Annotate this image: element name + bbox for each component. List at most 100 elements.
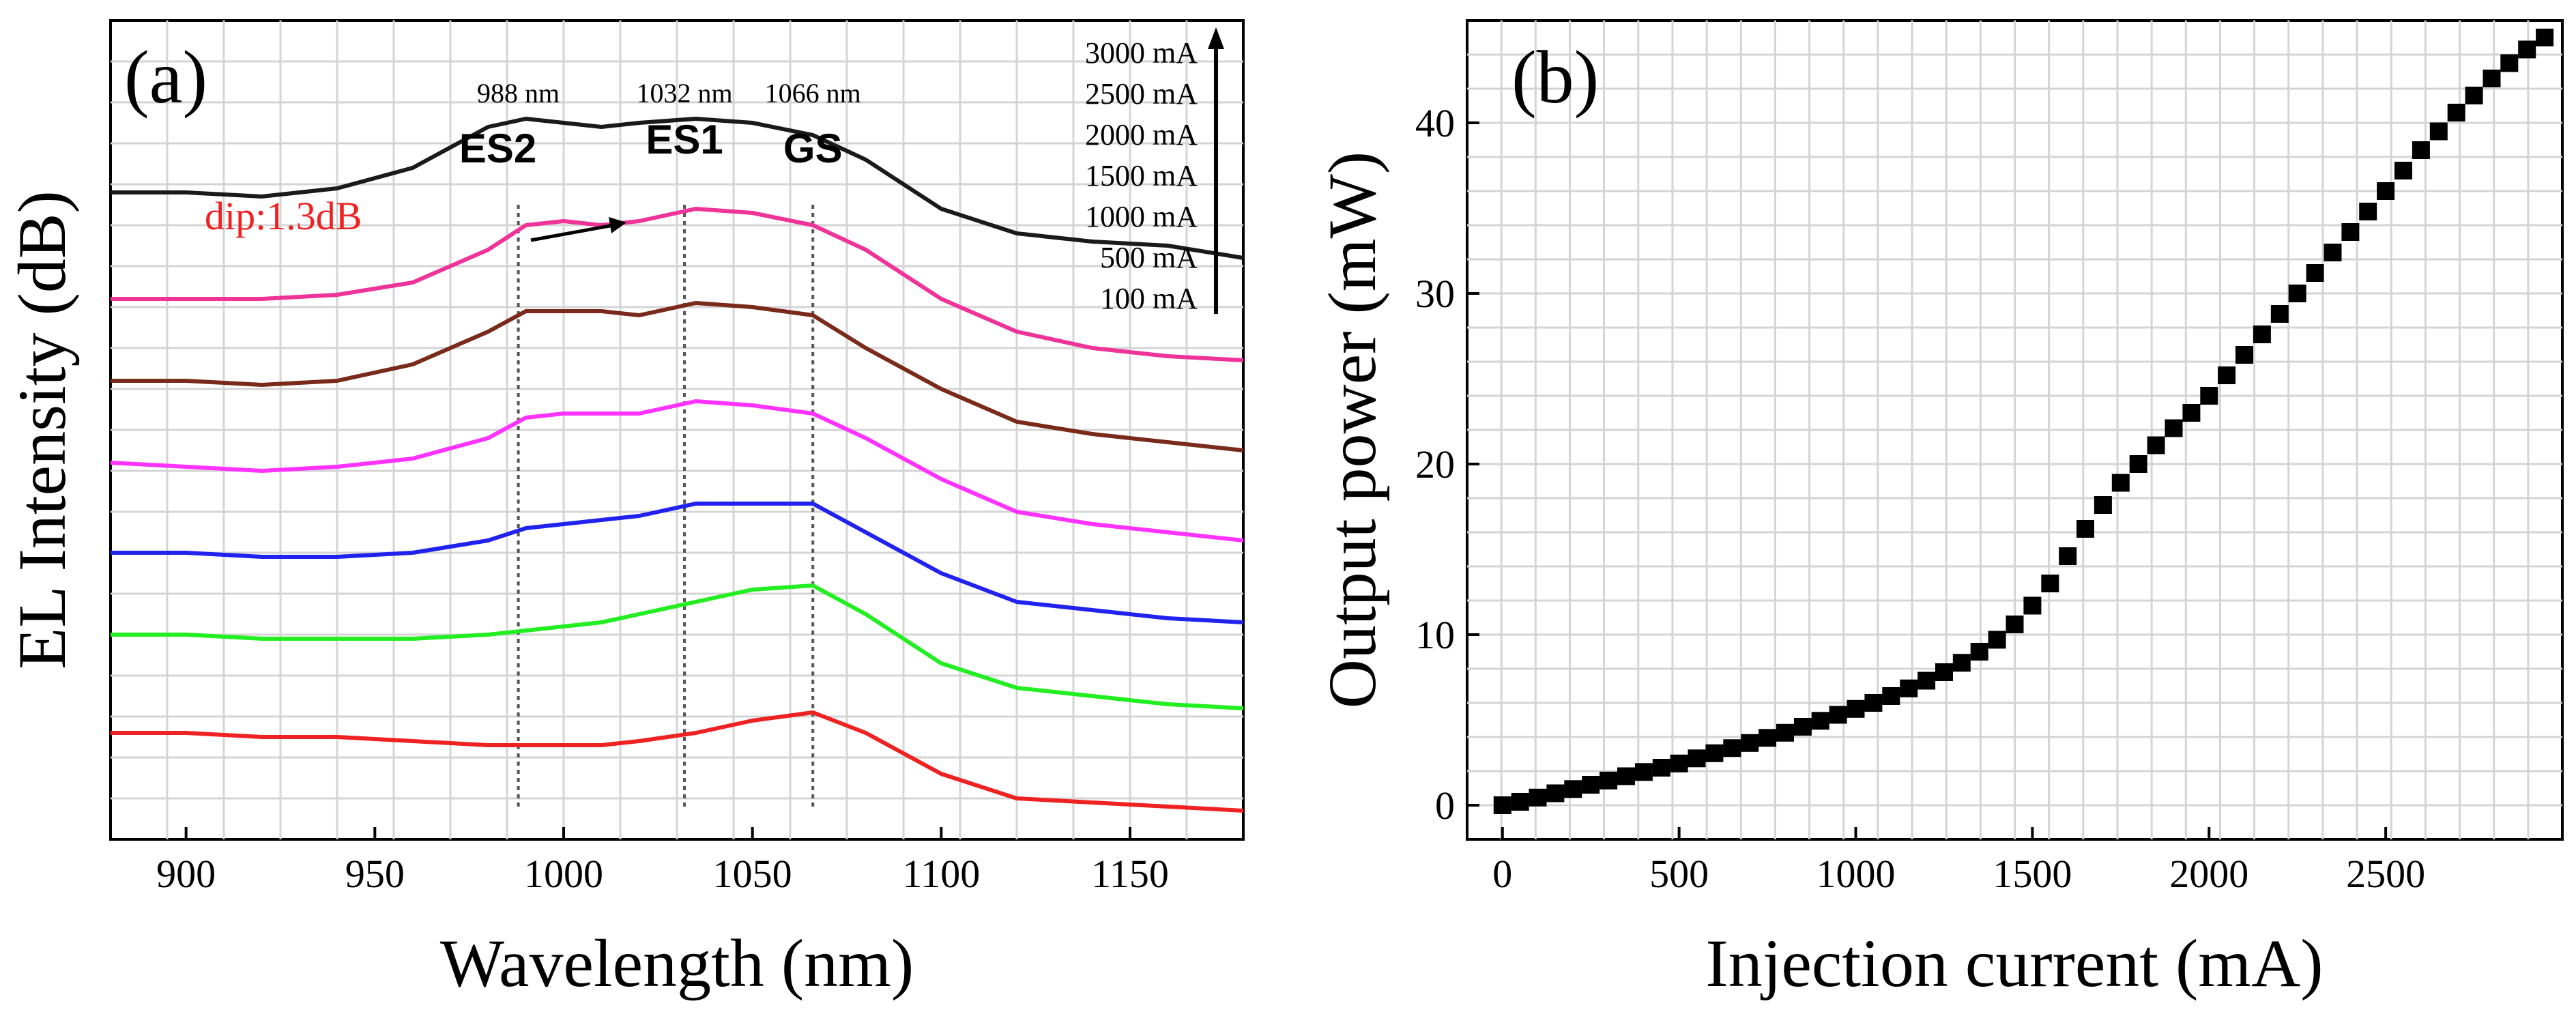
legend-entry: 1500 mA: [1085, 159, 1198, 192]
data-point: [1900, 679, 1918, 697]
series-line-1500-ma: [110, 399, 1244, 543]
data-point: [1952, 654, 1971, 672]
y-tick-label-b: 0: [1435, 783, 1455, 828]
data-point: [2500, 54, 2519, 72]
dip-arrow-head: [609, 217, 626, 233]
data-point: [2270, 305, 2289, 323]
data-point: [1759, 729, 1777, 747]
panel-label-b: (b): [1511, 35, 1599, 119]
grid-a: [111, 20, 1243, 839]
peak-state-label: GS: [783, 126, 843, 171]
legend-arrow-head: [1208, 27, 1224, 49]
data-point: [1617, 767, 1635, 785]
data-point: [1688, 749, 1706, 768]
data-point: [2076, 520, 2094, 538]
data-point: [1652, 759, 1670, 777]
peak-state-label: ES1: [646, 117, 723, 162]
y-tick-label-b: 10: [1415, 613, 1455, 657]
data-point: [1705, 744, 1724, 762]
ticks-b: 0 500 1000 1500 2000 2500 0 10 20 30 40: [1415, 101, 2425, 896]
data-point: [1723, 739, 1741, 757]
data-point: [2006, 616, 2024, 633]
data-point: [1811, 712, 1829, 730]
legend-entry: 500 mA: [1100, 241, 1198, 274]
x-tick-label-a: 900: [156, 852, 216, 896]
data-point: [1670, 754, 1688, 772]
data-point: [2059, 547, 2077, 565]
x-axis-label-b: Injection current (mA): [1705, 925, 2323, 1001]
dip-arrow: [530, 222, 622, 242]
y-tick-label-b: 20: [1415, 442, 1455, 487]
data-point: [2253, 326, 2271, 343]
data-point: [2129, 455, 2147, 473]
x-tick-label-a: 950: [345, 852, 405, 896]
series-line-2500-ma: [111, 207, 1244, 362]
legend-a: 3000 mA 2500 mA 2000 mA 1500 mA 1000 mA 500 m…: [1085, 36, 1198, 315]
data-point: [2306, 264, 2324, 282]
data-point: [1493, 796, 1511, 814]
series-line-3000-ma: [111, 117, 1244, 260]
data-point: [2465, 87, 2483, 104]
x-tick-label-a: 1000: [524, 852, 603, 896]
data-point: [1511, 793, 1529, 811]
data-point: [2341, 223, 2360, 241]
peak-labels-a: 988 nm ES2 1032 nm ES1 1066 nm GS: [459, 78, 861, 171]
legend-entry: 100 mA: [1100, 282, 1198, 315]
series-line-1000-ma: [111, 502, 1244, 624]
y-axis-label-a: EL Intensity (dB): [4, 190, 80, 669]
y-tick-label-b: 40: [1415, 101, 1455, 145]
data-point: [1917, 671, 1936, 690]
dip-annotation: dip:1.3dB: [205, 194, 362, 238]
points-b: [1493, 29, 2554, 814]
data-point: [2218, 366, 2236, 384]
data-point: [2041, 575, 2059, 592]
x-tick-label-a: 1100: [902, 852, 980, 896]
series-line-500-ma: [111, 583, 1244, 710]
legend-entry: 2500 mA: [1085, 77, 1198, 111]
data-point: [1864, 694, 1883, 712]
series-line-2000-ma: [111, 301, 1244, 452]
x-tick-label-b: 0: [1492, 852, 1512, 896]
data-point: [1988, 631, 2006, 649]
data-point: [2429, 122, 2448, 141]
x-ticks-a: 900 950 1000 1050 1100 1150: [156, 827, 1169, 896]
data-point: [1935, 663, 1953, 681]
data-point: [1634, 763, 1653, 781]
panel-label-a: (a): [124, 35, 207, 119]
data-point: [1793, 718, 1812, 736]
panel-b: 0 500 1000 1500 2000 2500 0 10 20 30 40 (b) Inject…: [1314, 19, 2564, 1001]
data-point: [1882, 687, 1900, 705]
legend-entry: 2000 mA: [1085, 118, 1198, 151]
data-point: [2111, 474, 2130, 492]
data-point: [2288, 285, 2306, 302]
data-point: [2235, 346, 2253, 364]
data-point: [1529, 788, 1547, 807]
peak-state-label: ES2: [459, 126, 536, 171]
data-point: [1600, 771, 1618, 790]
data-point: [2377, 182, 2395, 200]
data-point: [1776, 723, 1794, 742]
data-point: [2483, 70, 2501, 87]
data-point: [1546, 784, 1565, 803]
data-point: [2518, 40, 2536, 59]
x-tick-label-b: 2000: [2169, 852, 2248, 896]
data-point: [2324, 244, 2342, 261]
x-tick-label-b: 500: [1649, 852, 1709, 896]
x-tick-label-b: 2500: [2346, 852, 2425, 896]
data-point: [1829, 706, 1847, 724]
data-point: [1741, 734, 1759, 752]
data-point: [2412, 141, 2430, 159]
legend-entry: 1000 mA: [1085, 200, 1198, 233]
x-tick-label-b: 1000: [1817, 852, 1896, 896]
x-axis-label-a: Wavelength (nm): [440, 925, 914, 1001]
data-point: [1564, 780, 1582, 798]
data-point: [2165, 419, 2183, 437]
series-line-100-ma: [111, 710, 1244, 813]
y-tick-label-b: 30: [1415, 272, 1455, 316]
panel-a: 900 950 1000 1050 1100 1150 (a) 988 nm ES2 1032…: [4, 19, 1245, 1001]
data-point: [2200, 387, 2218, 405]
x-tick-label-b: 1500: [1993, 852, 2072, 896]
data-point: [1582, 776, 1600, 794]
data-point: [1970, 643, 1988, 661]
